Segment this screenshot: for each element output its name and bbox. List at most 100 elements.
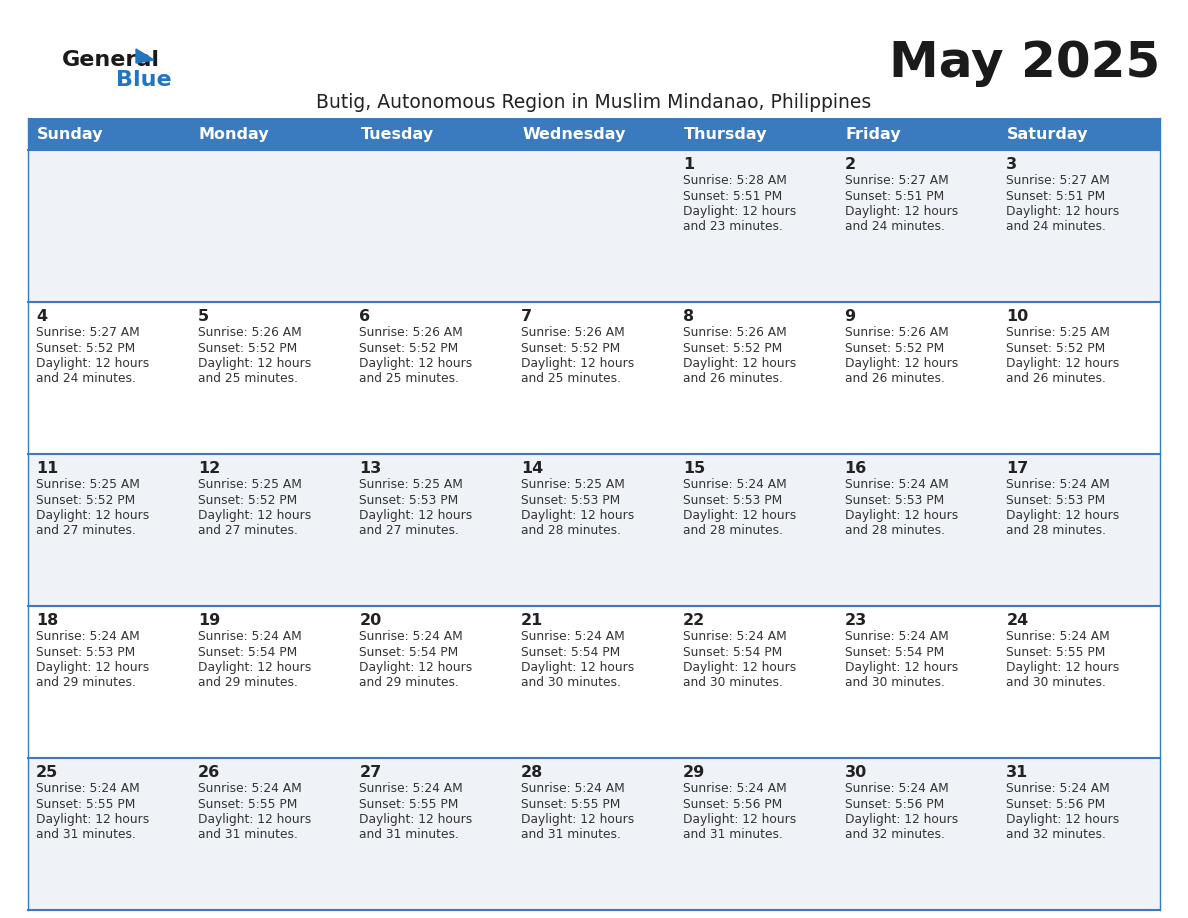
- Text: Sunset: 5:56 PM: Sunset: 5:56 PM: [1006, 798, 1106, 811]
- Text: and 27 minutes.: and 27 minutes.: [360, 524, 460, 538]
- Text: Sunrise: 5:24 AM: Sunrise: 5:24 AM: [522, 782, 625, 795]
- Text: Sunset: 5:55 PM: Sunset: 5:55 PM: [197, 798, 297, 811]
- Bar: [352, 118, 513, 150]
- Text: Daylight: 12 hours: Daylight: 12 hours: [845, 813, 958, 826]
- Text: 23: 23: [845, 613, 867, 628]
- Text: Sunrise: 5:25 AM: Sunrise: 5:25 AM: [197, 478, 302, 491]
- Text: Thursday: Thursday: [684, 127, 767, 141]
- Bar: [29, 118, 190, 150]
- Text: Sunrise: 5:24 AM: Sunrise: 5:24 AM: [1006, 630, 1110, 643]
- Text: and 30 minutes.: and 30 minutes.: [522, 677, 621, 689]
- Text: and 25 minutes.: and 25 minutes.: [522, 373, 621, 386]
- Text: Daylight: 12 hours: Daylight: 12 hours: [845, 205, 958, 218]
- Text: and 23 minutes.: and 23 minutes.: [683, 220, 783, 233]
- Text: and 31 minutes.: and 31 minutes.: [36, 829, 135, 842]
- Text: Daylight: 12 hours: Daylight: 12 hours: [522, 357, 634, 370]
- Bar: [998, 118, 1159, 150]
- Text: Wednesday: Wednesday: [523, 127, 626, 141]
- Text: Sunrise: 5:24 AM: Sunrise: 5:24 AM: [197, 630, 302, 643]
- Text: Sunrise: 5:24 AM: Sunrise: 5:24 AM: [1006, 782, 1110, 795]
- Text: 3: 3: [1006, 157, 1017, 172]
- Text: 6: 6: [360, 309, 371, 324]
- Text: and 28 minutes.: and 28 minutes.: [683, 524, 783, 538]
- Text: Daylight: 12 hours: Daylight: 12 hours: [522, 813, 634, 826]
- Text: 13: 13: [360, 461, 381, 476]
- Text: Sunrise: 5:26 AM: Sunrise: 5:26 AM: [845, 326, 948, 339]
- Text: 30: 30: [845, 765, 867, 780]
- Bar: [29, 302, 1159, 454]
- Text: Sunset: 5:56 PM: Sunset: 5:56 PM: [845, 798, 943, 811]
- Text: and 25 minutes.: and 25 minutes.: [197, 373, 298, 386]
- Text: 2: 2: [845, 157, 855, 172]
- Bar: [513, 118, 675, 150]
- Text: 28: 28: [522, 765, 543, 780]
- Text: Sunset: 5:54 PM: Sunset: 5:54 PM: [683, 645, 782, 658]
- Text: Sunrise: 5:24 AM: Sunrise: 5:24 AM: [683, 630, 786, 643]
- Text: Sunset: 5:54 PM: Sunset: 5:54 PM: [197, 645, 297, 658]
- Text: Sunrise: 5:27 AM: Sunrise: 5:27 AM: [1006, 174, 1110, 187]
- Text: 20: 20: [360, 613, 381, 628]
- Text: 22: 22: [683, 613, 706, 628]
- Text: 19: 19: [197, 613, 220, 628]
- Text: Sunset: 5:53 PM: Sunset: 5:53 PM: [845, 494, 943, 507]
- Text: Daylight: 12 hours: Daylight: 12 hours: [683, 813, 796, 826]
- Text: and 30 minutes.: and 30 minutes.: [1006, 677, 1106, 689]
- Text: Sunrise: 5:25 AM: Sunrise: 5:25 AM: [360, 478, 463, 491]
- Text: Sunrise: 5:24 AM: Sunrise: 5:24 AM: [197, 782, 302, 795]
- Bar: [190, 118, 352, 150]
- Text: Sunrise: 5:25 AM: Sunrise: 5:25 AM: [1006, 326, 1110, 339]
- Text: Sunset: 5:52 PM: Sunset: 5:52 PM: [197, 341, 297, 354]
- Text: and 32 minutes.: and 32 minutes.: [845, 829, 944, 842]
- Text: and 28 minutes.: and 28 minutes.: [1006, 524, 1106, 538]
- Text: Sunset: 5:52 PM: Sunset: 5:52 PM: [360, 341, 459, 354]
- Text: Sunrise: 5:26 AM: Sunrise: 5:26 AM: [522, 326, 625, 339]
- Text: Sunset: 5:52 PM: Sunset: 5:52 PM: [522, 341, 620, 354]
- Text: Sunrise: 5:24 AM: Sunrise: 5:24 AM: [360, 630, 463, 643]
- Bar: [29, 150, 1159, 302]
- Text: 9: 9: [845, 309, 855, 324]
- Text: and 25 minutes.: and 25 minutes.: [360, 373, 460, 386]
- Text: 26: 26: [197, 765, 220, 780]
- Text: 1: 1: [683, 157, 694, 172]
- Text: Sunrise: 5:27 AM: Sunrise: 5:27 AM: [36, 326, 140, 339]
- Text: 7: 7: [522, 309, 532, 324]
- Bar: [29, 758, 1159, 910]
- Text: Monday: Monday: [198, 127, 270, 141]
- Text: 12: 12: [197, 461, 220, 476]
- Text: Sunrise: 5:24 AM: Sunrise: 5:24 AM: [1006, 478, 1110, 491]
- Text: 5: 5: [197, 309, 209, 324]
- Text: General: General: [62, 50, 160, 70]
- Text: and 30 minutes.: and 30 minutes.: [683, 677, 783, 689]
- Text: and 31 minutes.: and 31 minutes.: [522, 829, 621, 842]
- Text: and 27 minutes.: and 27 minutes.: [197, 524, 297, 538]
- Text: Sunset: 5:54 PM: Sunset: 5:54 PM: [522, 645, 620, 658]
- Text: Blue: Blue: [116, 70, 171, 90]
- Text: Sunrise: 5:25 AM: Sunrise: 5:25 AM: [36, 478, 140, 491]
- Text: Daylight: 12 hours: Daylight: 12 hours: [360, 661, 473, 674]
- Text: Sunset: 5:52 PM: Sunset: 5:52 PM: [36, 341, 135, 354]
- Text: Sunrise: 5:24 AM: Sunrise: 5:24 AM: [845, 630, 948, 643]
- Text: 11: 11: [36, 461, 58, 476]
- Text: Sunset: 5:54 PM: Sunset: 5:54 PM: [845, 645, 943, 658]
- Text: and 24 minutes.: and 24 minutes.: [36, 373, 135, 386]
- Text: and 32 minutes.: and 32 minutes.: [1006, 829, 1106, 842]
- Text: and 24 minutes.: and 24 minutes.: [1006, 220, 1106, 233]
- Text: and 27 minutes.: and 27 minutes.: [36, 524, 135, 538]
- Text: Daylight: 12 hours: Daylight: 12 hours: [1006, 813, 1119, 826]
- Text: Daylight: 12 hours: Daylight: 12 hours: [845, 509, 958, 522]
- Text: Daylight: 12 hours: Daylight: 12 hours: [1006, 205, 1119, 218]
- Text: 8: 8: [683, 309, 694, 324]
- Text: Sunset: 5:53 PM: Sunset: 5:53 PM: [522, 494, 620, 507]
- Text: 4: 4: [36, 309, 48, 324]
- Text: Daylight: 12 hours: Daylight: 12 hours: [36, 509, 150, 522]
- Text: Daylight: 12 hours: Daylight: 12 hours: [360, 509, 473, 522]
- Text: Sunrise: 5:26 AM: Sunrise: 5:26 AM: [683, 326, 786, 339]
- Text: Sunset: 5:51 PM: Sunset: 5:51 PM: [683, 189, 782, 203]
- Text: Sunset: 5:55 PM: Sunset: 5:55 PM: [360, 798, 459, 811]
- Text: Daylight: 12 hours: Daylight: 12 hours: [683, 509, 796, 522]
- Bar: [29, 454, 1159, 606]
- Text: Sunset: 5:52 PM: Sunset: 5:52 PM: [197, 494, 297, 507]
- Text: Sunset: 5:53 PM: Sunset: 5:53 PM: [683, 494, 782, 507]
- Text: and 26 minutes.: and 26 minutes.: [845, 373, 944, 386]
- Text: Sunset: 5:53 PM: Sunset: 5:53 PM: [1006, 494, 1106, 507]
